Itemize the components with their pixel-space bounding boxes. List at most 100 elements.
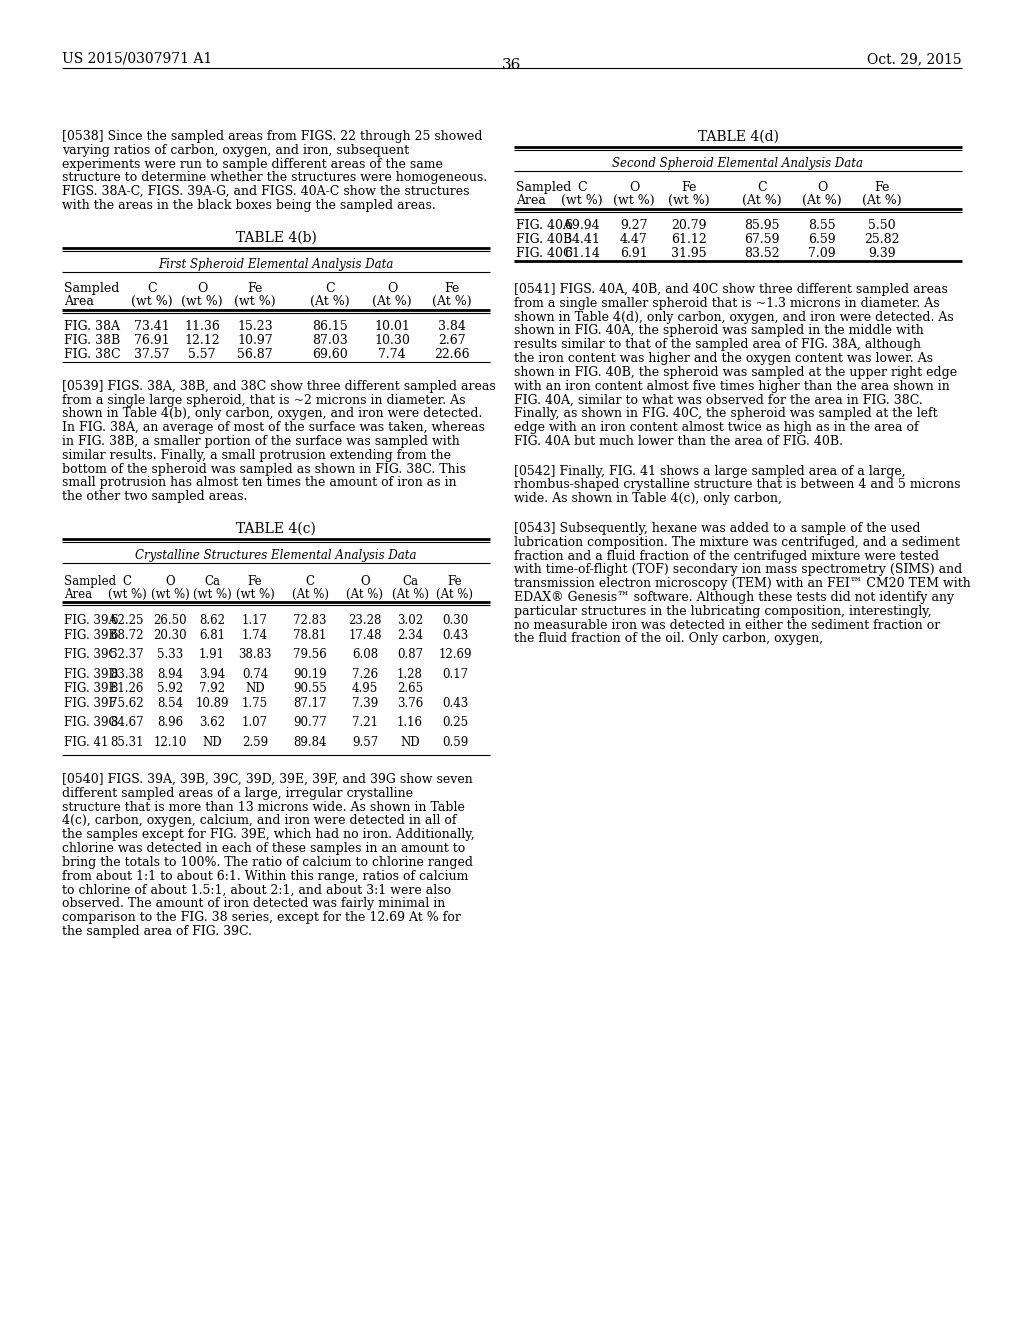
Text: 0.43: 0.43 bbox=[442, 628, 468, 642]
Text: FIG. 39G: FIG. 39G bbox=[63, 715, 118, 729]
Text: 84.67: 84.67 bbox=[111, 715, 143, 729]
Text: FIG. 38A: FIG. 38A bbox=[63, 319, 120, 333]
Text: 7.26: 7.26 bbox=[352, 668, 378, 681]
Text: FIG. 39D: FIG. 39D bbox=[63, 668, 118, 681]
Text: 5.92: 5.92 bbox=[157, 682, 183, 696]
Text: (At %): (At %) bbox=[310, 294, 350, 308]
Text: Fe: Fe bbox=[248, 281, 263, 294]
Text: 89.84: 89.84 bbox=[293, 735, 327, 748]
Text: from a single smaller spheroid that is ~1.3 microns in diameter. As: from a single smaller spheroid that is ~… bbox=[514, 297, 940, 310]
Text: the fluid fraction of the oil. Only carbon, oxygen,: the fluid fraction of the oil. Only carb… bbox=[514, 632, 823, 645]
Text: 5.57: 5.57 bbox=[188, 347, 216, 360]
Text: First Spheroid Elemental Analysis Data: First Spheroid Elemental Analysis Data bbox=[159, 257, 393, 271]
Text: Fe: Fe bbox=[444, 281, 460, 294]
Text: the other two sampled areas.: the other two sampled areas. bbox=[62, 490, 248, 503]
Text: 73.41: 73.41 bbox=[134, 319, 170, 333]
Text: 22.66: 22.66 bbox=[434, 347, 470, 360]
Text: fraction and a fluid fraction of the centrifuged mixture were tested: fraction and a fluid fraction of the cen… bbox=[514, 549, 939, 562]
Text: Oct. 29, 2015: Oct. 29, 2015 bbox=[867, 51, 962, 66]
Text: bottom of the spheroid was sampled as shown in FIG. 38C. This: bottom of the spheroid was sampled as sh… bbox=[62, 462, 466, 475]
Text: chlorine was detected in each of these samples in an amount to: chlorine was detected in each of these s… bbox=[62, 842, 465, 855]
Text: 12.10: 12.10 bbox=[154, 735, 186, 748]
Text: [0539] FIGS. 38A, 38B, and 38C show three different sampled areas: [0539] FIGS. 38A, 38B, and 38C show thre… bbox=[62, 380, 496, 393]
Text: (At %): (At %) bbox=[436, 587, 473, 601]
Text: O: O bbox=[387, 281, 397, 294]
Text: FIG. 40A, similar to what was observed for the area in FIG. 38C.: FIG. 40A, similar to what was observed f… bbox=[514, 393, 923, 407]
Text: 75.62: 75.62 bbox=[111, 697, 143, 710]
Text: (At %): (At %) bbox=[432, 294, 472, 308]
Text: 23.28: 23.28 bbox=[348, 614, 382, 627]
Text: 1.16: 1.16 bbox=[397, 715, 423, 729]
Text: EDAX® Genesis™ software. Although these tests did not identify any: EDAX® Genesis™ software. Although these … bbox=[514, 591, 954, 605]
Text: 3.94: 3.94 bbox=[199, 668, 225, 681]
Text: TABLE 4(b): TABLE 4(b) bbox=[236, 231, 316, 244]
Text: 12.69: 12.69 bbox=[438, 648, 472, 661]
Text: comparison to the FIG. 38 series, except for the 12.69 At % for: comparison to the FIG. 38 series, except… bbox=[62, 911, 461, 924]
Text: 83.38: 83.38 bbox=[111, 668, 143, 681]
Text: 78.81: 78.81 bbox=[293, 628, 327, 642]
Text: Ca: Ca bbox=[402, 576, 418, 587]
Text: 7.21: 7.21 bbox=[352, 715, 378, 729]
Text: [0541] FIGS. 40A, 40B, and 40C show three different sampled areas: [0541] FIGS. 40A, 40B, and 40C show thre… bbox=[514, 282, 948, 296]
Text: 3.76: 3.76 bbox=[397, 697, 423, 710]
Text: 6.59: 6.59 bbox=[808, 234, 836, 246]
Text: 76.91: 76.91 bbox=[134, 334, 170, 347]
Text: 4(c), carbon, oxygen, calcium, and iron were detected in all of: 4(c), carbon, oxygen, calcium, and iron … bbox=[62, 814, 457, 828]
Text: 1.91: 1.91 bbox=[199, 648, 225, 661]
Text: US 2015/0307971 A1: US 2015/0307971 A1 bbox=[62, 51, 212, 66]
Text: C: C bbox=[147, 281, 157, 294]
Text: Crystalline Structures Elemental Analysis Data: Crystalline Structures Elemental Analysi… bbox=[135, 549, 417, 562]
Text: to chlorine of about 1.5:1, about 2:1, and about 3:1 were also: to chlorine of about 1.5:1, about 2:1, a… bbox=[62, 883, 452, 896]
Text: Sampled: Sampled bbox=[63, 281, 120, 294]
Text: FIG. 39A: FIG. 39A bbox=[63, 614, 117, 627]
Text: 8.55: 8.55 bbox=[808, 219, 836, 232]
Text: 31.95: 31.95 bbox=[671, 247, 707, 260]
Text: 9.39: 9.39 bbox=[868, 247, 896, 260]
Text: (wt %): (wt %) bbox=[613, 194, 654, 207]
Text: 10.89: 10.89 bbox=[196, 697, 228, 710]
Text: 6.91: 6.91 bbox=[621, 247, 648, 260]
Text: FIG. 41: FIG. 41 bbox=[63, 735, 109, 748]
Text: 61.14: 61.14 bbox=[564, 247, 600, 260]
Text: Area: Area bbox=[63, 294, 94, 308]
Text: observed. The amount of iron detected was fairly minimal in: observed. The amount of iron detected wa… bbox=[62, 898, 445, 911]
Text: from a single large spheroid, that is ~2 microns in diameter. As: from a single large spheroid, that is ~2… bbox=[62, 393, 466, 407]
Text: 81.26: 81.26 bbox=[111, 682, 143, 696]
Text: small protrusion has almost ten times the amount of iron as in: small protrusion has almost ten times th… bbox=[62, 477, 457, 490]
Text: 7.39: 7.39 bbox=[352, 697, 378, 710]
Text: C: C bbox=[326, 281, 335, 294]
Text: 87.17: 87.17 bbox=[293, 697, 327, 710]
Text: C: C bbox=[757, 181, 767, 194]
Text: 9.57: 9.57 bbox=[352, 735, 378, 748]
Text: TABLE 4(d): TABLE 4(d) bbox=[697, 129, 778, 144]
Text: FIG. 39C: FIG. 39C bbox=[63, 648, 118, 661]
Text: 6.08: 6.08 bbox=[352, 648, 378, 661]
Text: FIGS. 38A-C, FIGS. 39A-G, and FIGS. 40A-C show the structures: FIGS. 38A-C, FIGS. 39A-G, and FIGS. 40A-… bbox=[62, 185, 469, 198]
Text: 0.17: 0.17 bbox=[442, 668, 468, 681]
Text: 5.50: 5.50 bbox=[868, 219, 896, 232]
Text: (At %): (At %) bbox=[372, 294, 412, 308]
Text: 36: 36 bbox=[503, 58, 521, 73]
Text: 38.83: 38.83 bbox=[239, 648, 271, 661]
Text: 90.55: 90.55 bbox=[293, 682, 327, 696]
Text: Area: Area bbox=[63, 587, 92, 601]
Text: transmission electron microscopy (TEM) with an FEI™ CM20 TEM with: transmission electron microscopy (TEM) w… bbox=[514, 577, 971, 590]
Text: O: O bbox=[629, 181, 639, 194]
Text: 0.59: 0.59 bbox=[442, 735, 468, 748]
Text: (At %): (At %) bbox=[346, 587, 384, 601]
Text: Fe: Fe bbox=[447, 576, 462, 587]
Text: In FIG. 38A, an average of most of the surface was taken, whereas: In FIG. 38A, an average of most of the s… bbox=[62, 421, 485, 434]
Text: different sampled areas of a large, irregular crystalline: different sampled areas of a large, irre… bbox=[62, 787, 413, 800]
Text: Area: Area bbox=[516, 194, 546, 207]
Text: 83.52: 83.52 bbox=[744, 247, 780, 260]
Text: 4.47: 4.47 bbox=[621, 234, 648, 246]
Text: Sampled: Sampled bbox=[63, 576, 116, 587]
Text: (At %): (At %) bbox=[862, 194, 902, 207]
Text: 67.59: 67.59 bbox=[744, 234, 779, 246]
Text: 1.75: 1.75 bbox=[242, 697, 268, 710]
Text: (wt %): (wt %) bbox=[236, 587, 274, 601]
Text: similar results. Finally, a small protrusion extending from the: similar results. Finally, a small protru… bbox=[62, 449, 451, 462]
Text: 2.67: 2.67 bbox=[438, 334, 466, 347]
Text: 8.62: 8.62 bbox=[199, 614, 225, 627]
Text: 10.97: 10.97 bbox=[238, 334, 272, 347]
